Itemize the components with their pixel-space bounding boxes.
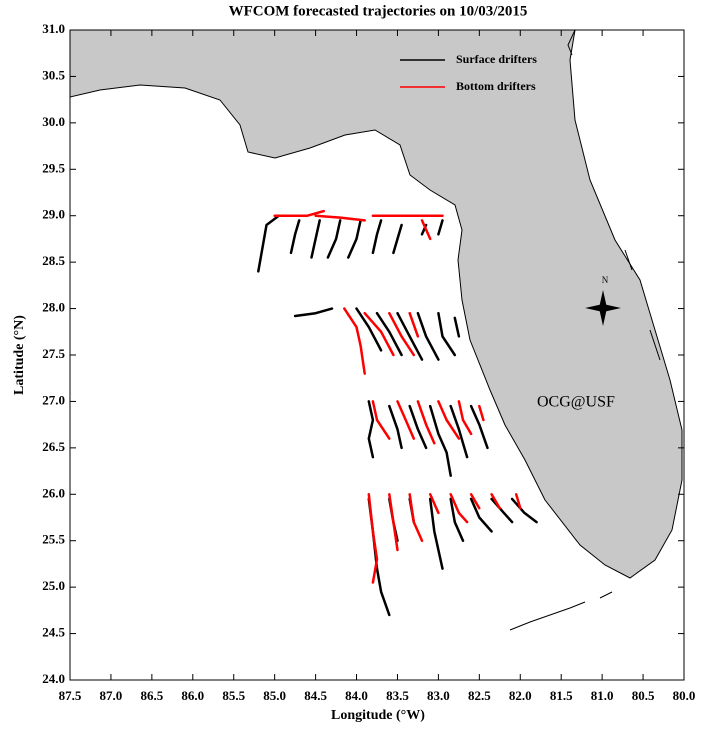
x-tick-label: 87.0 [100, 688, 123, 703]
legend-label: Bottom drifters [456, 79, 536, 93]
y-tick-label: 26.5 [42, 439, 65, 454]
x-tick-label: 82.0 [509, 688, 532, 703]
land [70, 30, 683, 579]
compass-label: N [602, 275, 609, 285]
y-tick-label: 27.5 [42, 346, 65, 361]
y-tick-label: 26.0 [42, 485, 65, 500]
x-tick-label: 86.5 [140, 688, 163, 703]
y-tick-label: 31.0 [42, 21, 65, 36]
atlantic-coast [567, 30, 661, 361]
y-tick-label: 24.0 [42, 671, 65, 686]
y-tick-label: 28.5 [42, 253, 65, 268]
y-tick-label: 29.0 [42, 207, 65, 222]
legend-label: Surface drifters [456, 52, 537, 66]
y-tick-label: 28.0 [42, 300, 65, 315]
chart-title: WFCOM forecasted trajectories on 10/03/2… [229, 3, 528, 19]
x-tick-label: 80.5 [632, 688, 655, 703]
x-tick-label: 81.5 [550, 688, 573, 703]
y-tick-label: 27.0 [42, 392, 65, 407]
x-tick-label: 84.5 [304, 688, 327, 703]
x-tick-label: 85.0 [263, 688, 286, 703]
compass: N [585, 275, 621, 326]
y-tick-label: 30.5 [42, 67, 65, 82]
x-tick-label: 82.5 [468, 688, 491, 703]
x-tick-label: 86.0 [181, 688, 204, 703]
annotation: OCG@USF [537, 394, 615, 411]
trajectory [273, 209, 522, 584]
land-layer [70, 30, 683, 631]
x-tick-label: 84.0 [345, 688, 368, 703]
x-tick-label: 83.5 [386, 688, 409, 703]
compass-needle [585, 304, 621, 312]
y-tick-label: 25.0 [42, 578, 65, 593]
x-tick-label: 81.0 [591, 688, 614, 703]
x-tick-label: 87.5 [59, 688, 82, 703]
x-tick-label: 83.0 [427, 688, 450, 703]
y-tick-label: 24.5 [42, 625, 65, 640]
x-tick-label: 85.5 [222, 688, 245, 703]
y-axis-label: Latitude (°N) [12, 315, 27, 395]
florida-keys [509, 591, 613, 631]
y-tick-label: 25.5 [42, 532, 65, 547]
y-tick-label: 30.0 [42, 114, 65, 129]
x-axis-label: Longitude (°W) [331, 708, 425, 723]
y-tick-label: 29.5 [42, 160, 65, 175]
x-tick-label: 80.0 [673, 688, 696, 703]
